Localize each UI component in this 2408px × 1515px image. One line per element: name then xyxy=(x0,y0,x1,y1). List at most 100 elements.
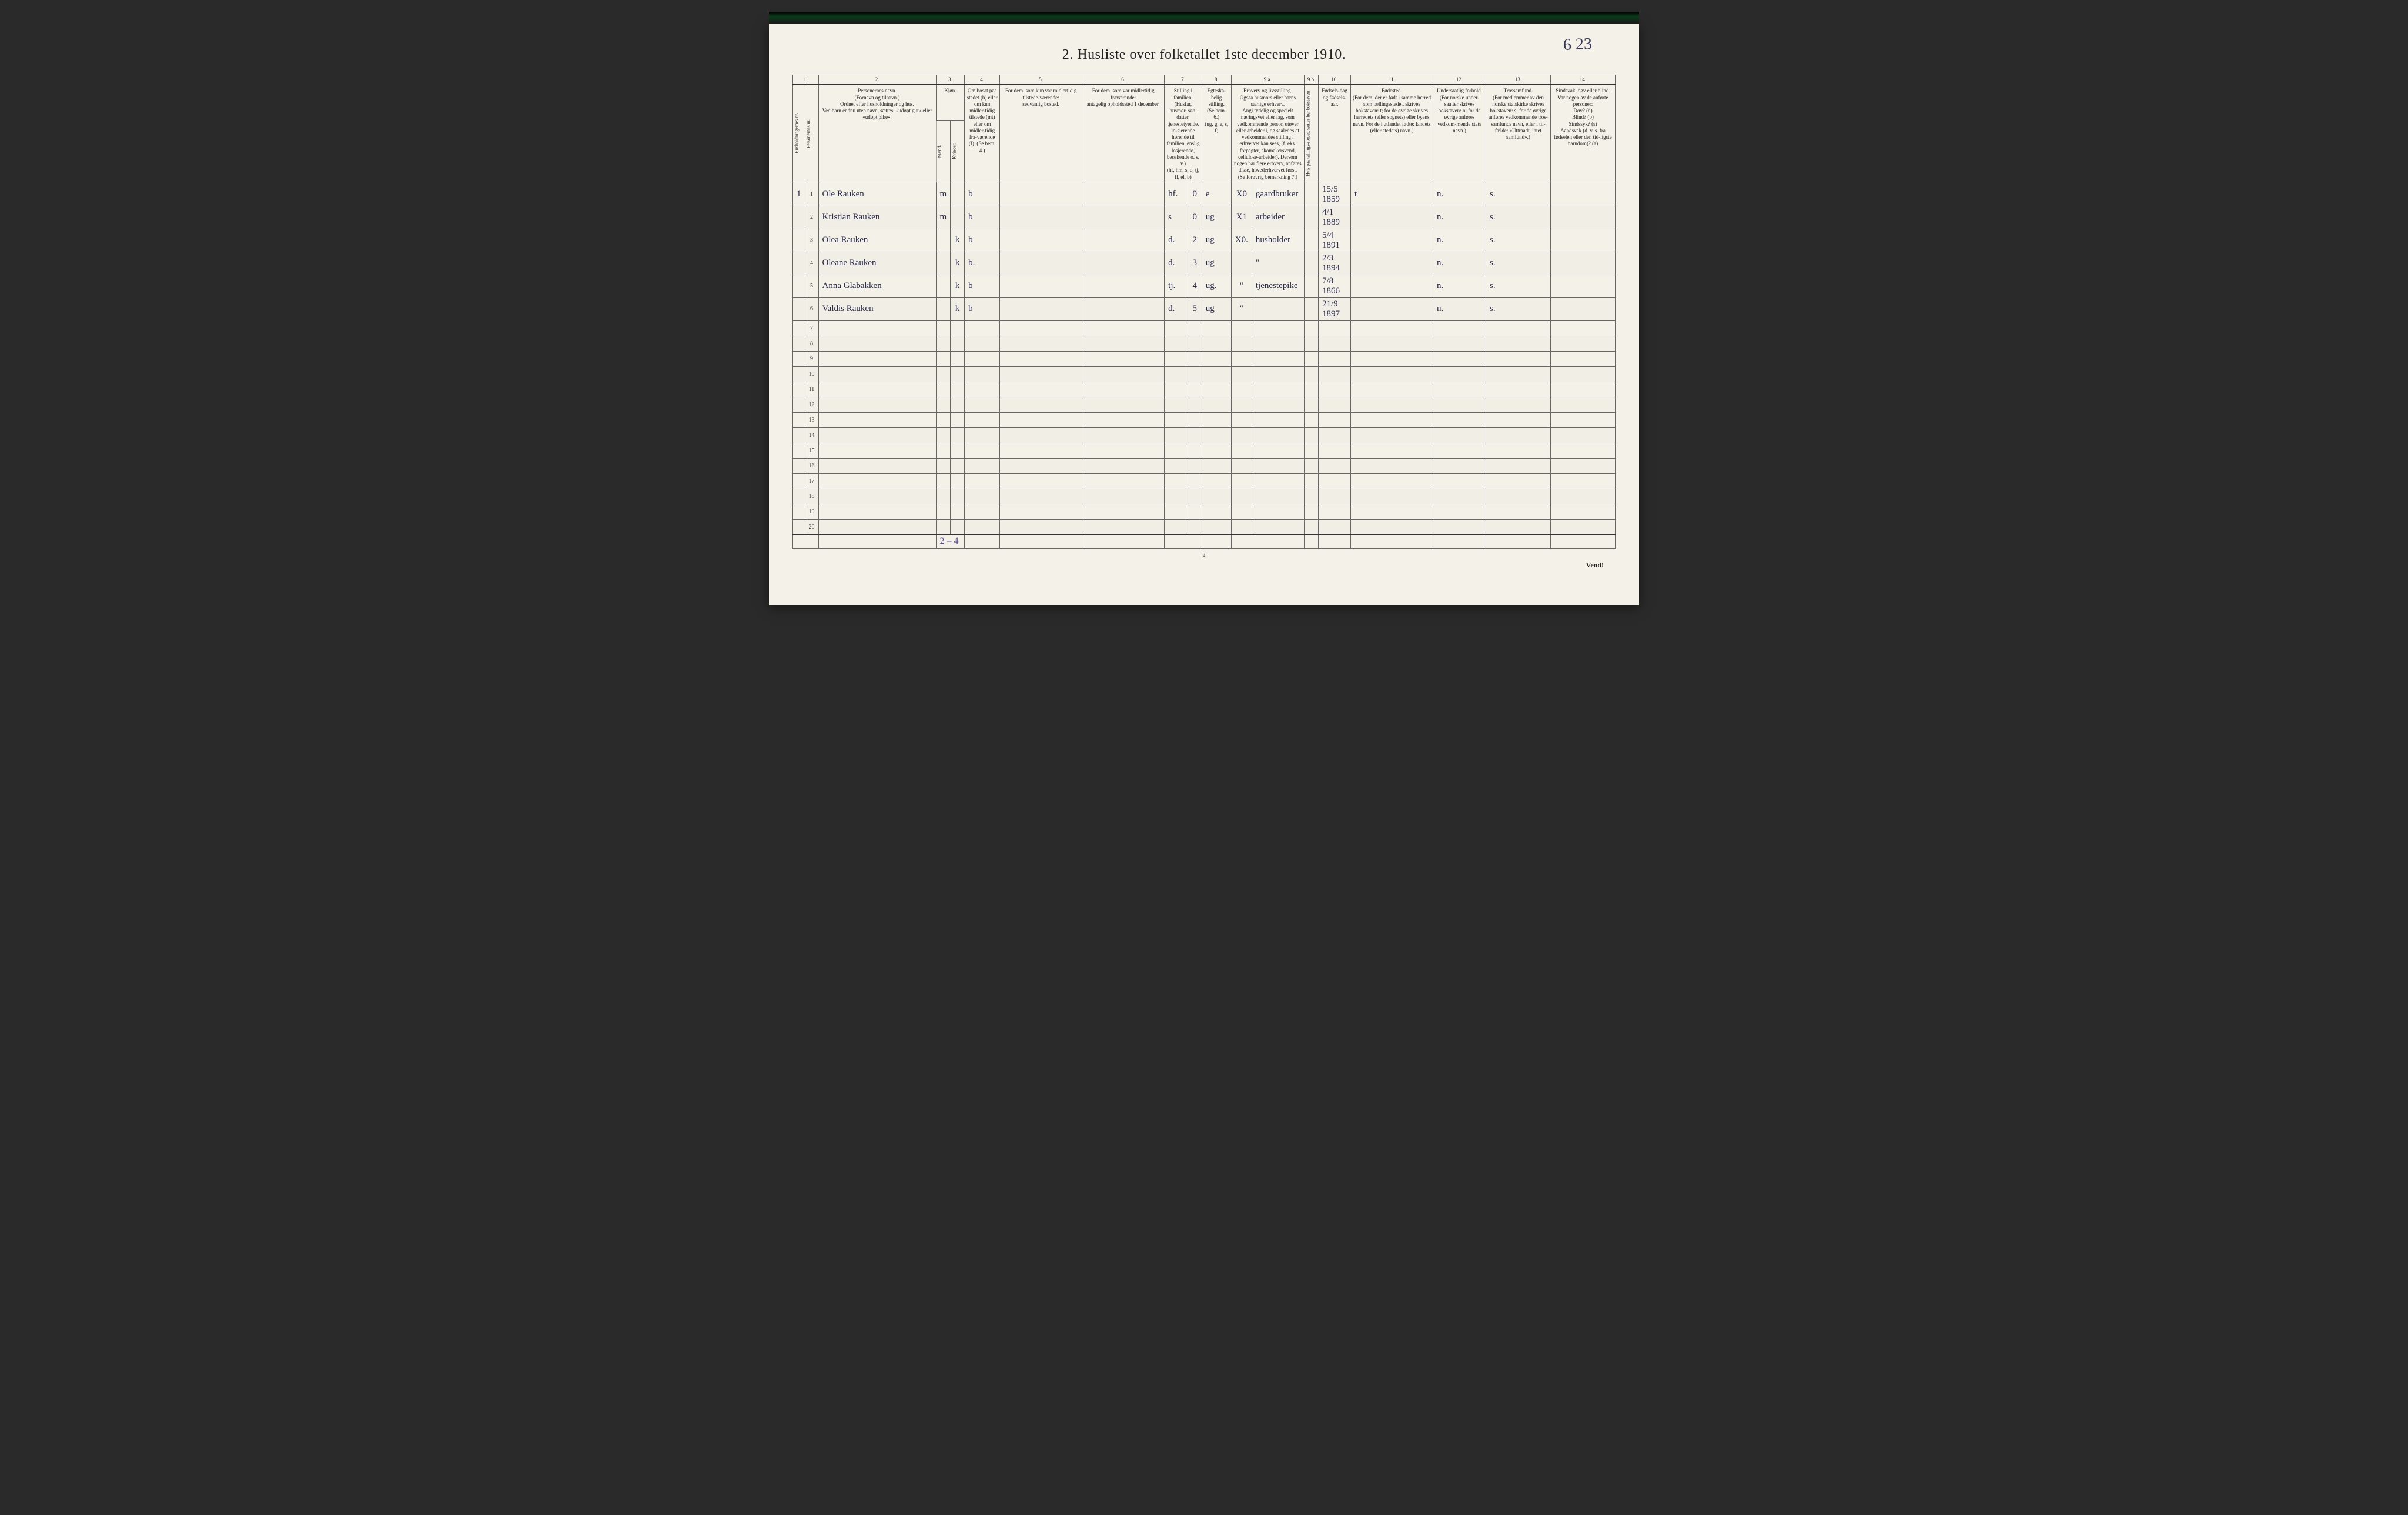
cell: k xyxy=(951,229,965,252)
cell: Kristian Rauken xyxy=(818,206,936,229)
cell: " xyxy=(1231,275,1252,297)
cell xyxy=(1486,336,1551,351)
cell: hf. xyxy=(1165,183,1188,206)
cell xyxy=(1082,206,1165,229)
col-num-8: 8. xyxy=(1202,75,1231,85)
table-row: 17 xyxy=(793,473,1616,489)
cell xyxy=(1000,519,1082,534)
cell xyxy=(1202,366,1231,382)
cell xyxy=(1188,427,1202,443)
cell: gaardbruker xyxy=(1252,183,1304,206)
census-body: 11Ole Raukenmbhf.0eX0gaardbruker15/5 185… xyxy=(793,183,1616,534)
cell xyxy=(1351,427,1433,443)
col-num-14: 14. xyxy=(1551,75,1616,85)
cell xyxy=(1305,427,1319,443)
table-row: 11 xyxy=(793,382,1616,397)
cell xyxy=(1165,473,1188,489)
cell xyxy=(1551,489,1616,504)
cell xyxy=(1305,206,1319,229)
cell xyxy=(1433,412,1486,427)
footer-annotation: 2 – 4 xyxy=(936,534,965,549)
cell xyxy=(1188,336,1202,351)
cell xyxy=(1319,504,1351,519)
cell xyxy=(1433,458,1486,473)
cell xyxy=(1082,366,1165,382)
table-row: 15 xyxy=(793,443,1616,458)
cell: 2 xyxy=(805,206,818,229)
cell: b xyxy=(965,183,1000,206)
cell xyxy=(965,382,1000,397)
cell xyxy=(1082,489,1165,504)
cell xyxy=(1305,489,1319,504)
cell xyxy=(1188,443,1202,458)
hdr-dob: Fødsels-dag og fødsels-aar. xyxy=(1319,85,1351,183)
cell xyxy=(818,458,936,473)
cell xyxy=(818,412,936,427)
cell: 4/1 1889 xyxy=(1319,206,1351,229)
table-row: 4Oleane Raukenkb.d.3ug"2/3 1894n.s. xyxy=(793,252,1616,275)
table-row: 16 xyxy=(793,458,1616,473)
cell xyxy=(1000,489,1082,504)
cell xyxy=(1319,427,1351,443)
cell xyxy=(1486,351,1551,366)
cell xyxy=(1082,320,1165,336)
cell: 15/5 1859 xyxy=(1319,183,1351,206)
page-number: 2 xyxy=(792,552,1616,558)
cell xyxy=(1351,275,1433,297)
cell xyxy=(793,489,805,504)
cell xyxy=(1165,489,1188,504)
cell xyxy=(951,336,965,351)
cell xyxy=(1305,519,1319,534)
cell xyxy=(1231,473,1252,489)
cell xyxy=(1305,504,1319,519)
cell xyxy=(951,443,965,458)
cell xyxy=(1082,412,1165,427)
cell xyxy=(1082,504,1165,519)
cell: 21/9 1897 xyxy=(1319,297,1351,320)
cell xyxy=(1319,519,1351,534)
cell: e xyxy=(1202,183,1231,206)
cell xyxy=(1551,443,1616,458)
cell xyxy=(1165,443,1188,458)
cell: Ole Rauken xyxy=(818,183,936,206)
cell: 4 xyxy=(1188,275,1202,297)
cell xyxy=(1486,458,1551,473)
cell xyxy=(1319,397,1351,412)
cell xyxy=(1319,336,1351,351)
cell xyxy=(936,297,951,320)
cell xyxy=(1252,320,1304,336)
cell: Olea Rauken xyxy=(818,229,936,252)
cell xyxy=(936,443,951,458)
cell xyxy=(1319,443,1351,458)
cell xyxy=(1433,382,1486,397)
cell xyxy=(1305,183,1319,206)
cell xyxy=(1351,320,1433,336)
cell xyxy=(1202,427,1231,443)
hdr-sind: Sindsvak, døv eller blind. Var nogen av … xyxy=(1551,85,1616,183)
cell xyxy=(1551,427,1616,443)
cell xyxy=(965,320,1000,336)
cell xyxy=(1252,366,1304,382)
cell xyxy=(1231,397,1252,412)
census-page: 6 23 2. Husliste over folketallet 1ste d… xyxy=(769,24,1639,605)
cell: 2/3 1894 xyxy=(1319,252,1351,275)
cell xyxy=(818,397,936,412)
cell xyxy=(965,458,1000,473)
cell xyxy=(1188,519,1202,534)
cell xyxy=(1551,519,1616,534)
cell xyxy=(1165,412,1188,427)
cell xyxy=(1165,397,1188,412)
cell xyxy=(1486,519,1551,534)
cell: n. xyxy=(1433,229,1486,252)
cell xyxy=(965,351,1000,366)
cell xyxy=(1252,504,1304,519)
cell xyxy=(1202,443,1231,458)
cell xyxy=(1082,427,1165,443)
cell xyxy=(1351,443,1433,458)
cell xyxy=(818,473,936,489)
col-num-3: 3. xyxy=(936,75,965,85)
cell xyxy=(1188,489,1202,504)
cell: " xyxy=(1252,252,1304,275)
cell xyxy=(951,412,965,427)
cell xyxy=(1000,351,1082,366)
